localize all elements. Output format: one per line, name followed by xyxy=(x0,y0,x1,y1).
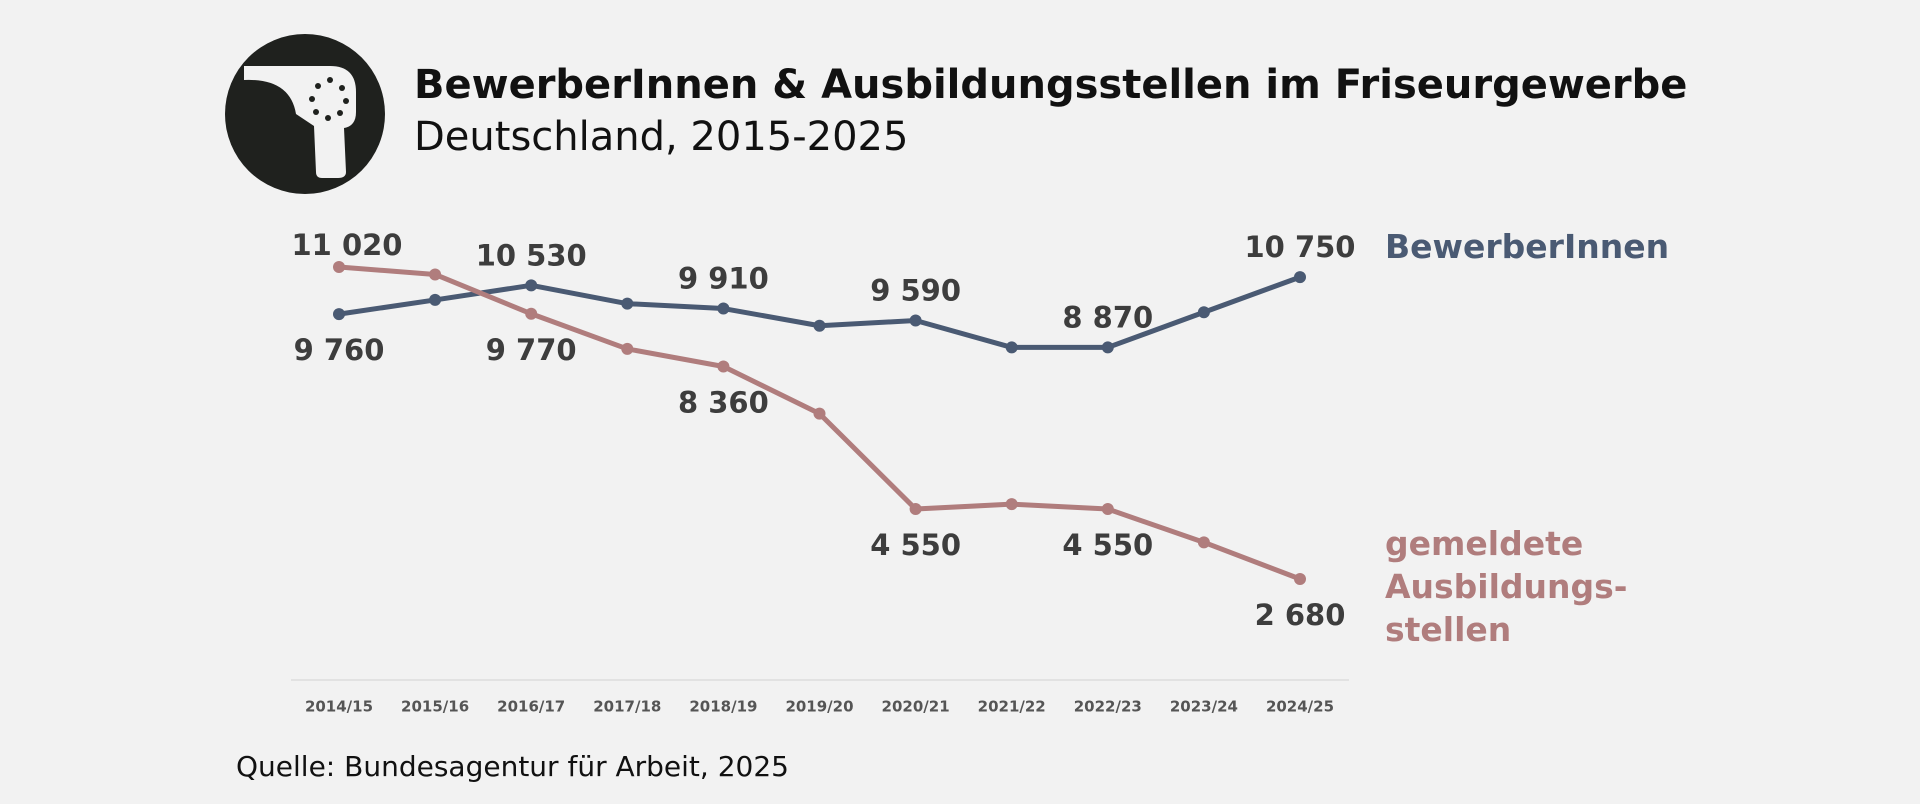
data-label: 8 870 xyxy=(1062,300,1153,334)
data-point xyxy=(333,308,345,321)
data-label: 11 020 xyxy=(292,228,403,262)
legend-label: gemeldete Ausbildungs- stellen xyxy=(1385,524,1628,649)
data-label: 10 530 xyxy=(476,238,587,272)
data-label: 9 910 xyxy=(678,262,769,296)
x-tick-label: 2014/15 xyxy=(305,698,373,716)
data-point xyxy=(909,314,922,327)
data-point xyxy=(1197,306,1210,319)
data-point xyxy=(1294,573,1306,585)
x-tick-label: 2021/22 xyxy=(978,698,1046,716)
x-tick-label: 2024/25 xyxy=(1266,698,1334,716)
data-label: 9 590 xyxy=(870,273,961,307)
x-tick-label: 2020/21 xyxy=(882,698,950,716)
data-point xyxy=(1005,498,1018,511)
data-label: 8 360 xyxy=(678,386,769,420)
data-point xyxy=(1294,271,1306,284)
data-label: 2 680 xyxy=(1255,598,1346,632)
data-point xyxy=(1005,341,1018,354)
x-tick-label: 2015/16 xyxy=(401,698,469,716)
data-point xyxy=(813,407,826,420)
series-line xyxy=(336,264,1303,582)
data-point xyxy=(333,261,345,273)
icon xyxy=(225,34,385,194)
data-label: 9 760 xyxy=(294,333,385,367)
data-point xyxy=(813,319,826,332)
x-tick-label: 2019/20 xyxy=(785,698,853,716)
x-tick-label: 2018/19 xyxy=(689,698,757,716)
data-label: 10 750 xyxy=(1245,230,1356,264)
series-line xyxy=(336,274,1303,350)
data-point xyxy=(909,503,922,516)
data-label: 4 550 xyxy=(870,528,961,562)
source: Quelle: Bundesagentur für Arbeit, 2025 xyxy=(236,750,789,783)
x-tick-label: 2017/18 xyxy=(593,698,661,716)
data-label: 9 770 xyxy=(486,333,577,367)
data-point xyxy=(717,360,730,373)
data-point xyxy=(717,302,730,315)
data-point xyxy=(1197,536,1210,549)
data-point xyxy=(621,342,634,355)
data-point xyxy=(621,297,634,310)
x-tick-label: 2023/24 xyxy=(1170,698,1238,716)
x-tick-label: 2016/17 xyxy=(497,698,565,716)
data-point xyxy=(525,307,538,320)
x-tick-label: 2022/23 xyxy=(1074,698,1142,716)
chart-subtitle: Deutschland, 2015-2025 xyxy=(414,114,909,160)
data-point xyxy=(1101,341,1114,354)
data-point xyxy=(429,268,442,281)
legend-label: BewerberInnen xyxy=(1385,227,1670,266)
data-point xyxy=(1101,503,1114,516)
data-point xyxy=(429,293,442,306)
data-label: 4 550 xyxy=(1062,528,1153,562)
chart-title: BewerberInnen & Ausbildungsstellen im Fr… xyxy=(414,62,1688,108)
data-point xyxy=(525,279,538,292)
